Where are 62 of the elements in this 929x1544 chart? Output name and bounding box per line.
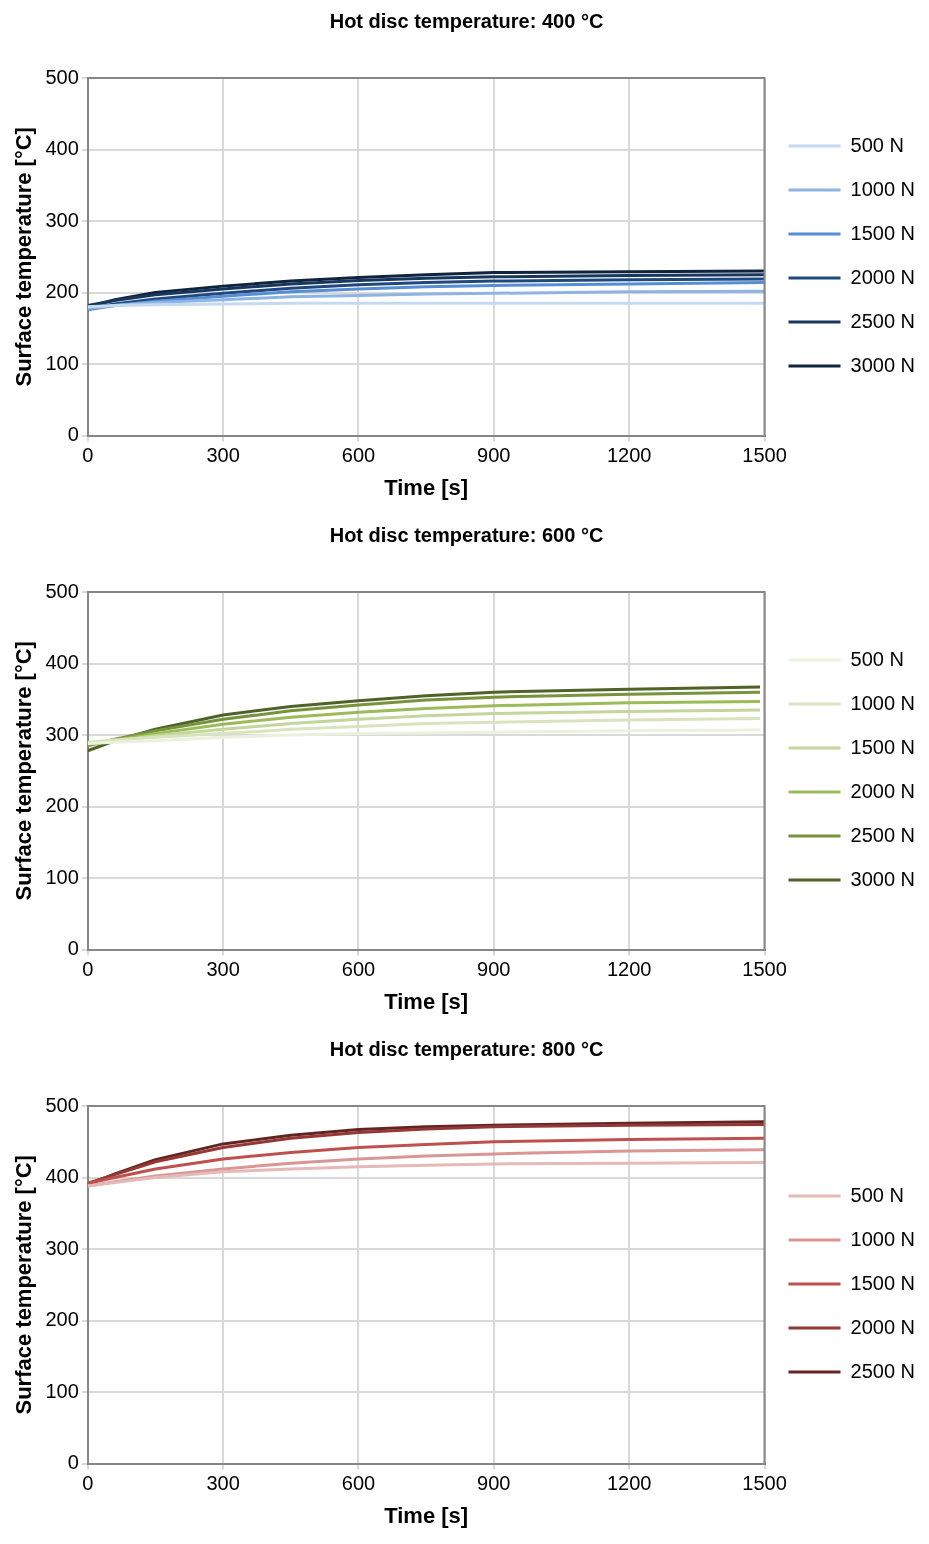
legend-label: 3000 N (850, 867, 916, 890)
legend-label: 1000 N (850, 1227, 916, 1250)
x-tick-label: 0 (82, 1472, 94, 1495)
y-tick-label: 200 (45, 794, 79, 817)
y-tick-label: 200 (45, 280, 79, 303)
x-tick-label: 1500 (742, 444, 787, 467)
x-tick-label: 900 (477, 444, 511, 467)
x-tick-label: 600 (341, 444, 376, 467)
y-tick-label: 500 (45, 65, 79, 88)
y-tick-label: 300 (45, 208, 79, 231)
x-axis-title: Time [s] (384, 1502, 469, 1528)
legend-label: 1000 N (850, 691, 916, 714)
y-tick-label: 200 (45, 1308, 79, 1331)
y-tick-label: 0 (67, 937, 79, 960)
legend-label: 2000 N (850, 779, 916, 802)
chart-title: Hot disc temperature: 400 °C (329, 9, 604, 32)
x-tick-label: 300 (206, 958, 240, 981)
legend-label: 2000 N (850, 265, 916, 288)
x-tick-label: 0 (82, 958, 94, 981)
x-tick-label: 1200 (606, 444, 652, 467)
x-tick-label: 300 (206, 444, 240, 467)
y-tick-label: 100 (45, 865, 79, 888)
x-tick-label: 600 (341, 958, 376, 981)
y-tick-label: 500 (45, 579, 79, 602)
y-tick-label: 400 (45, 651, 79, 674)
y-tick-label: 0 (67, 423, 79, 446)
chart-title: Hot disc temperature: 600 °C (329, 523, 604, 546)
legend-label: 1000 N (850, 177, 916, 200)
x-tick-label: 0 (82, 444, 94, 467)
x-tick-label: 1200 (606, 958, 652, 981)
legend-label: 500 N (850, 133, 904, 156)
legend-label: 500 N (850, 1183, 904, 1206)
legend-label: 2500 N (850, 309, 916, 332)
y-tick-label: 400 (45, 137, 79, 160)
x-tick-label: 1500 (742, 1472, 787, 1495)
y-tick-label: 100 (45, 351, 79, 374)
x-axis-title: Time [s] (384, 988, 469, 1014)
chart-title: Hot disc temperature: 800 °C (329, 1037, 604, 1060)
y-tick-label: 400 (45, 1165, 79, 1188)
legend-label: 1500 N (850, 221, 916, 244)
x-axis-title: Time [s] (384, 474, 469, 500)
y-tick-label: 300 (45, 722, 79, 745)
y-tick-label: 0 (67, 1451, 79, 1474)
x-tick-label: 1200 (606, 1472, 652, 1495)
legend-label: 500 N (850, 647, 904, 670)
y-axis-title: Surface temperature [°C] (11, 641, 37, 901)
x-tick-label: 600 (341, 1472, 376, 1495)
y-tick-label: 300 (45, 1236, 79, 1259)
y-tick-label: 100 (45, 1379, 79, 1402)
x-tick-label: 1500 (742, 958, 787, 981)
y-tick-label: 500 (45, 1093, 79, 1116)
x-tick-label: 900 (477, 1472, 511, 1495)
y-axis-title: Surface temperature [°C] (11, 1155, 37, 1415)
x-tick-label: 900 (477, 958, 511, 981)
legend-label: 1500 N (850, 735, 916, 758)
y-axis-title: Surface temperature [°C] (11, 127, 37, 387)
legend-label: 2000 N (850, 1315, 916, 1338)
legend-label: 2500 N (850, 1359, 916, 1382)
legend-label: 3000 N (850, 353, 916, 376)
x-tick-label: 300 (206, 1472, 240, 1495)
legend-label: 1500 N (850, 1271, 916, 1294)
legend-label: 2500 N (850, 823, 916, 846)
